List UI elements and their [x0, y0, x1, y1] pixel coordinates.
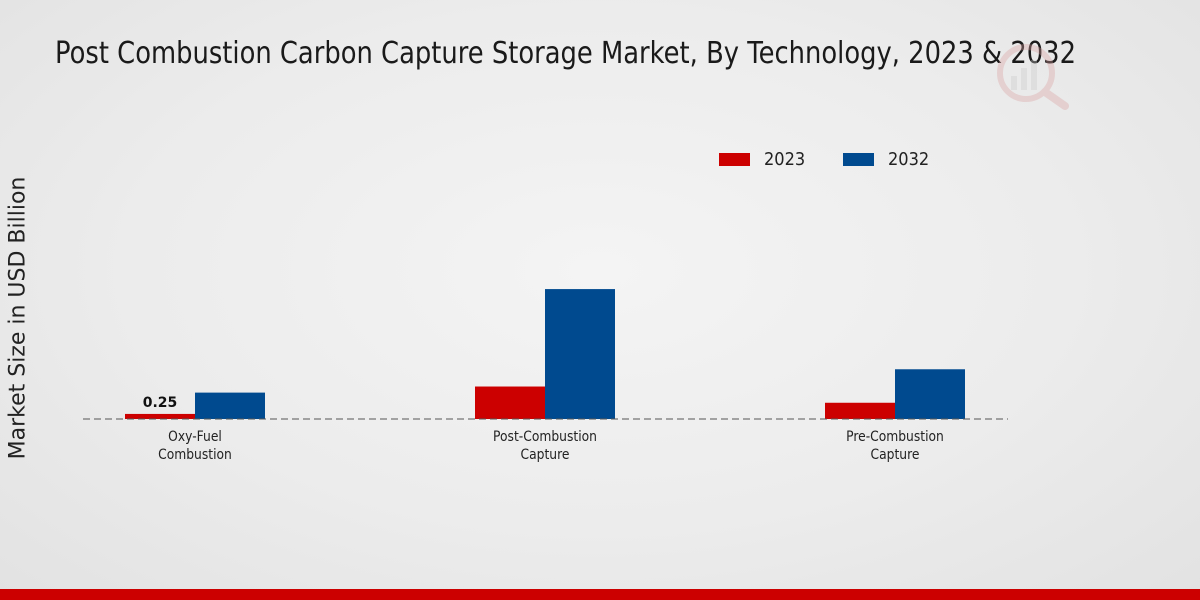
bar-2023-pre-combustion-capture[interactable] — [825, 402, 895, 419]
bar-2032-pre-combustion-capture[interactable] — [895, 369, 965, 419]
bar-2023-oxy-fuel-combustion[interactable] — [125, 413, 195, 419]
bar-2023-post-combustion-capture[interactable] — [475, 386, 545, 419]
legend-item-2023[interactable]: 2023 — [719, 149, 810, 170]
legend-label-2023: 2023 — [764, 149, 806, 170]
watermark-logo-icon — [997, 44, 1069, 110]
legend-item-2032[interactable]: 2032 — [842, 149, 934, 170]
x-tick-label-pre-combustion-capture: Pre-Combustion Capture — [846, 429, 944, 463]
data-label-2023-oxy-fuel-combustion: 0.25 — [143, 395, 178, 411]
legend-swatch-2023 — [719, 153, 750, 166]
bottom-accent-bar — [0, 589, 1200, 600]
x-tick-label-post-combustion-capture: Post-Combustion Capture — [493, 429, 597, 463]
legend-label-2032: 2032 — [887, 149, 930, 170]
bars-group — [125, 289, 965, 419]
bar-2032-oxy-fuel-combustion[interactable] — [195, 392, 265, 419]
x-tick-label-oxy-fuel-combustion: Oxy-Fuel Combustion — [158, 429, 232, 463]
legend: 2023 2032 — [719, 149, 967, 170]
labels-group: Oxy-Fuel Combustion Post-Combustion Capture… — [143, 395, 944, 463]
legend-swatch-2032 — [842, 153, 874, 166]
chart-title: Post Combustion Carbon Capture Storage M… — [55, 36, 1077, 71]
bar-2032-post-combustion-capture[interactable] — [545, 289, 615, 419]
